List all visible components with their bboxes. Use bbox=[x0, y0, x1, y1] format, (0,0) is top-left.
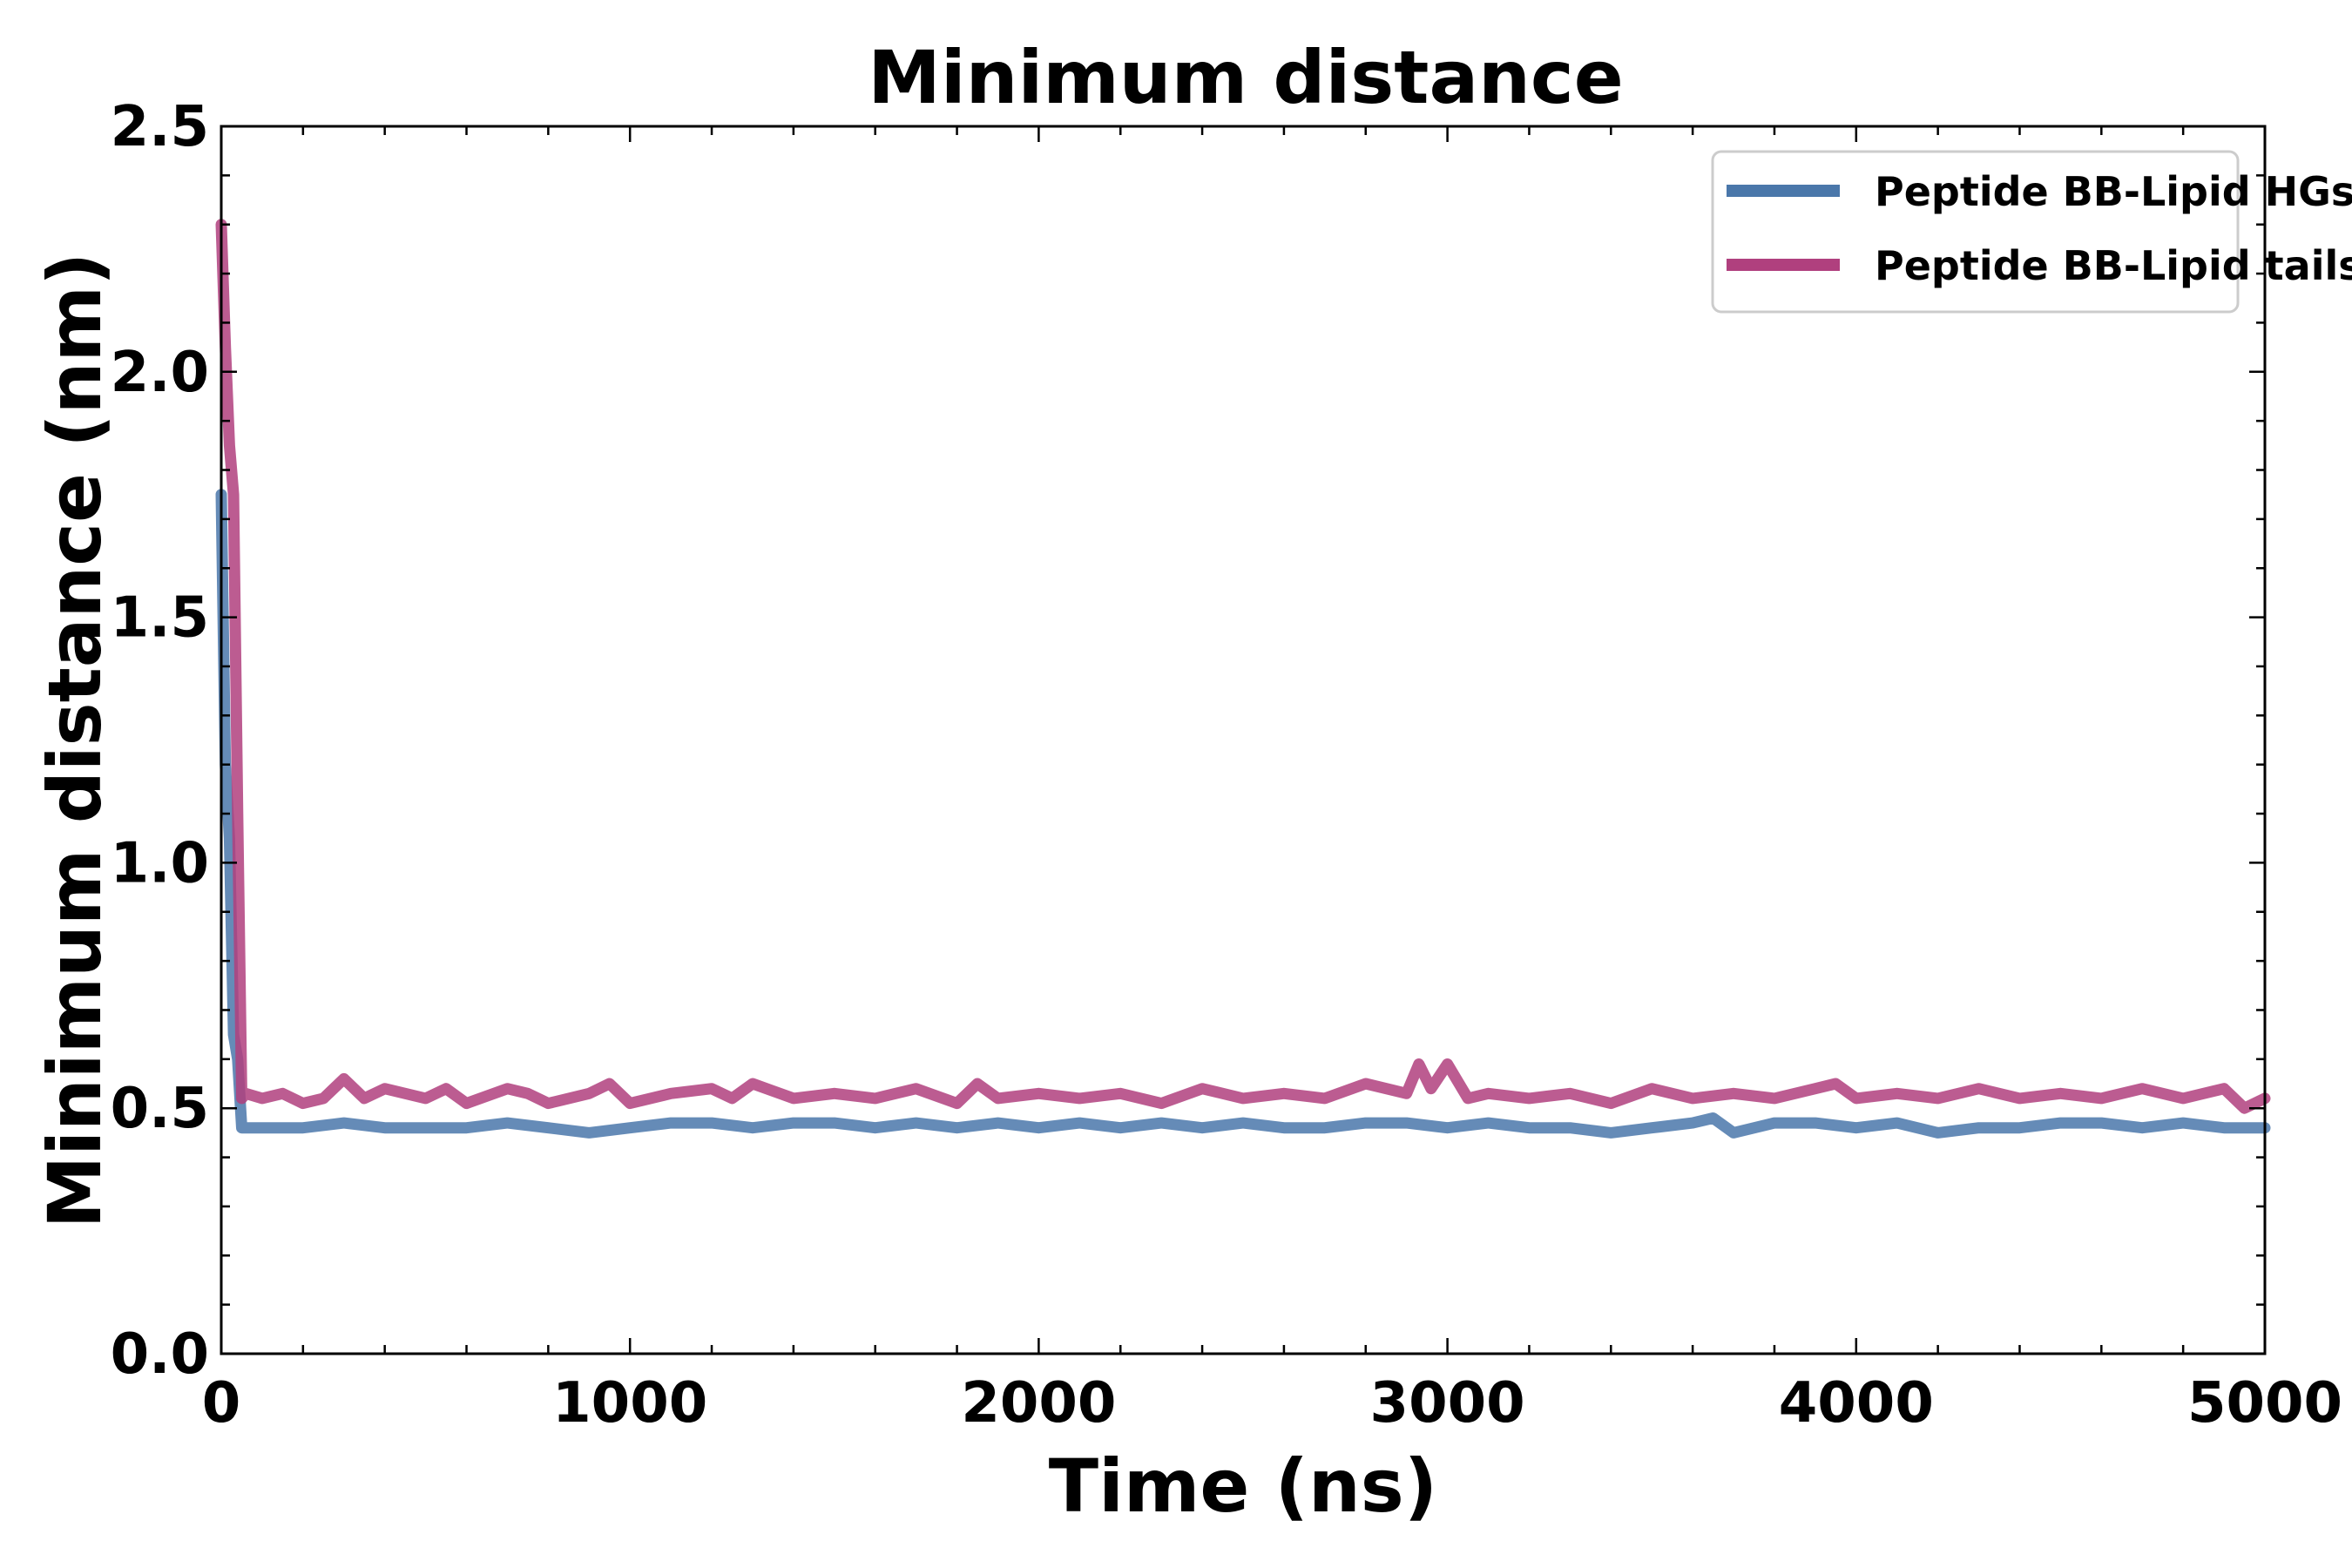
x-tick-label: 4000 bbox=[1779, 1371, 1934, 1436]
series-line-1 bbox=[215, 219, 2271, 1114]
plot-area bbox=[215, 125, 2271, 1355]
x-axis-label: Time (ns) bbox=[1049, 1443, 1437, 1529]
x-tick-label: 1000 bbox=[552, 1371, 707, 1436]
y-tick-label: 1.0 bbox=[111, 831, 209, 896]
x-tick-labels: 0 1000 2000 3000 4000 5000 bbox=[202, 1371, 2342, 1436]
plot-background bbox=[221, 126, 2265, 1354]
x-tick-label: 2000 bbox=[961, 1371, 1116, 1436]
legend-label-tails: Peptide BB-Lipid tails bbox=[1875, 242, 2352, 289]
y-tick-labels: 0.0 0.5 1.0 1.5 2.0 2.5 bbox=[111, 95, 209, 1387]
legend-box bbox=[1711, 150, 2240, 314]
y-tick-label: 2.5 bbox=[111, 95, 209, 159]
legend-label-hgs: Peptide BB-Lipid HGs bbox=[1875, 168, 2352, 215]
plot-frame bbox=[220, 125, 2267, 1355]
x-tick-label: 0 bbox=[202, 1371, 241, 1436]
legend: Peptide BB-Lipid HGs Peptide BB-Lipid ta… bbox=[1711, 150, 2352, 314]
y-tick-label: 2.0 bbox=[111, 341, 209, 405]
y-tick-label: 0.5 bbox=[111, 1077, 209, 1141]
x-tick-label: 5000 bbox=[2187, 1371, 2342, 1436]
y-tick-label: 0.0 bbox=[111, 1322, 209, 1387]
series-line-0 bbox=[215, 489, 2271, 1139]
y-tick-label: 1.5 bbox=[111, 586, 209, 651]
chart-title: Minimum distance bbox=[868, 35, 1623, 120]
series-layer bbox=[215, 219, 2271, 1139]
y-axis-label: Minimum distance (nm) bbox=[32, 253, 118, 1229]
x-tick-label: 3000 bbox=[1370, 1371, 1525, 1436]
